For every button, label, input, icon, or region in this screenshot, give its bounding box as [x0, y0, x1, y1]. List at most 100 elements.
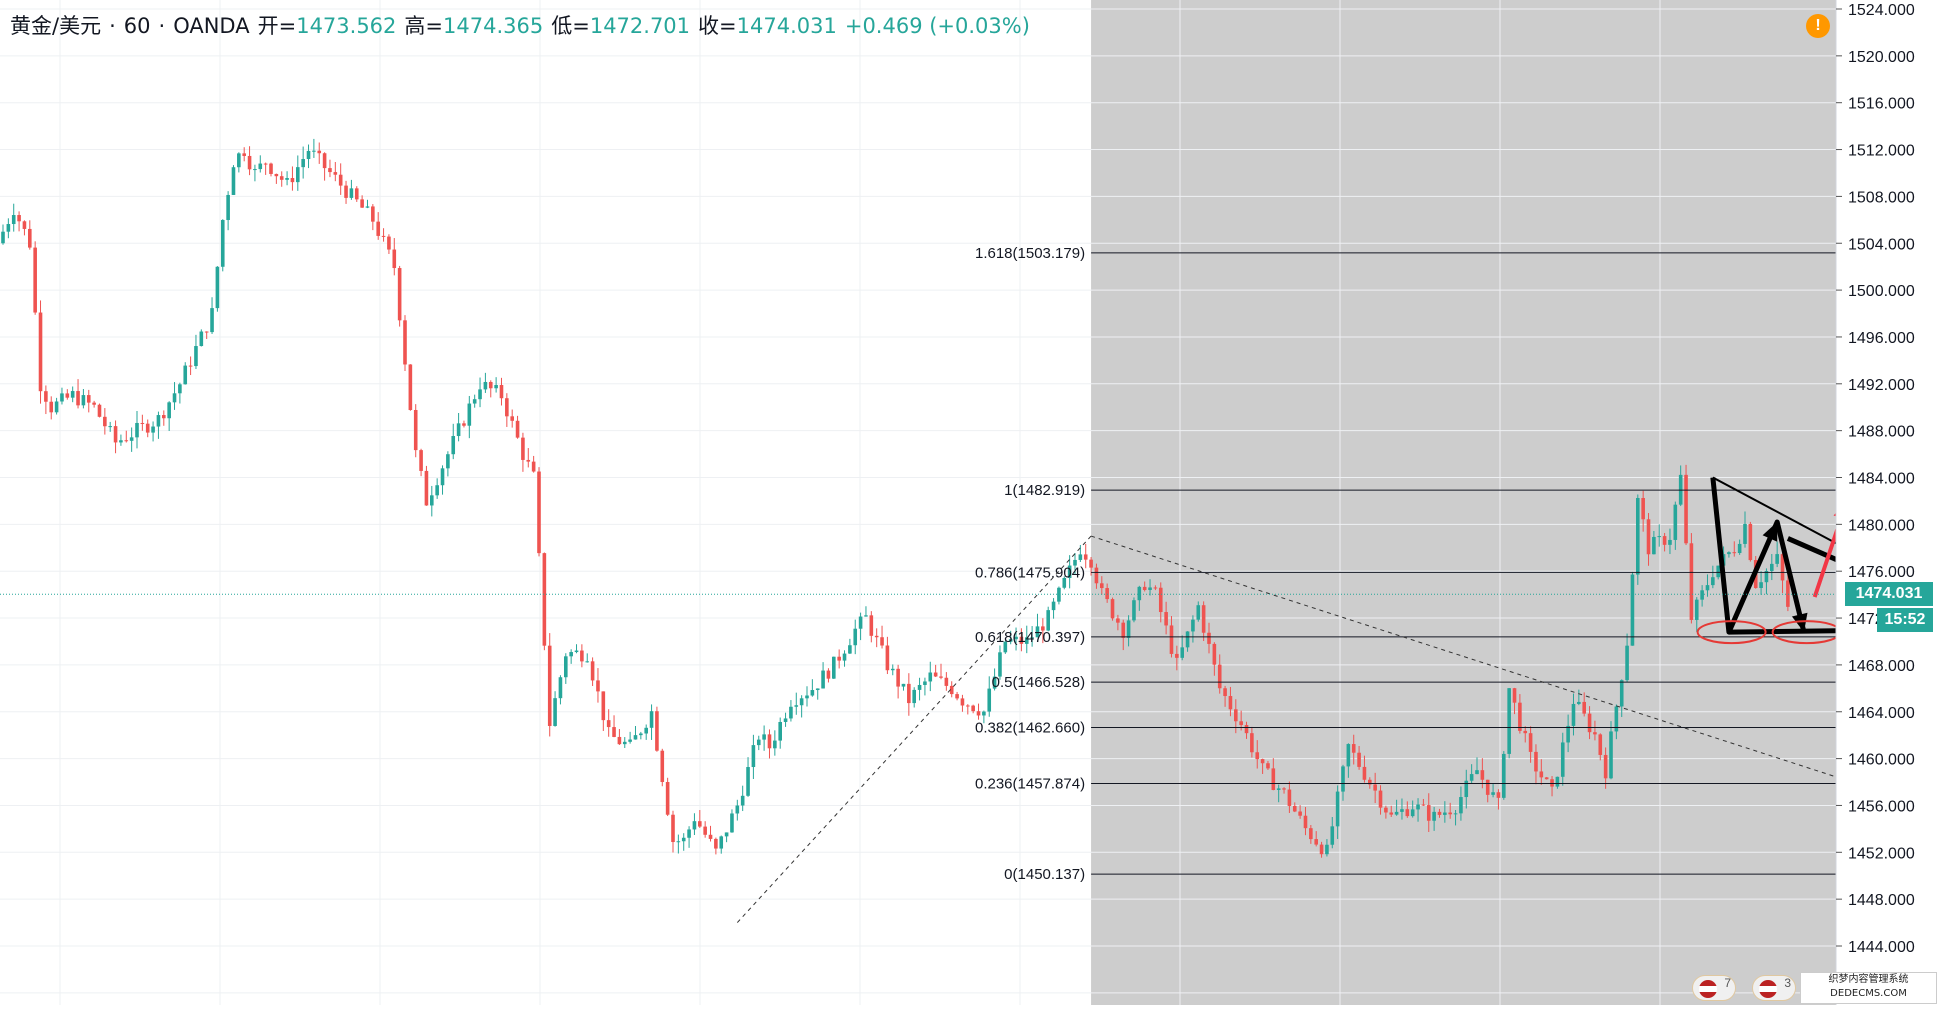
candle-body: [944, 677, 949, 686]
event-flag[interactable]: 3: [1752, 975, 1796, 1001]
price-tick-label: 1476.000: [1848, 564, 1915, 581]
event-flag[interactable]: 7: [1692, 975, 1736, 1001]
candle-body: [1073, 559, 1077, 566]
candle-body: [151, 426, 155, 433]
candle-body: [1014, 636, 1018, 640]
candle-body: [778, 721, 782, 741]
candle-body: [1362, 766, 1367, 780]
candle-body: [242, 153, 246, 156]
candle-body: [515, 420, 520, 438]
candle-body: [306, 150, 311, 160]
candle-body: [1110, 599, 1115, 619]
candle-body: [660, 750, 665, 783]
interval-label[interactable]: 60: [123, 14, 151, 38]
candle-body: [1276, 788, 1281, 790]
candle-body: [1217, 664, 1222, 689]
candle-body: [1775, 554, 1779, 564]
candle-body: [1126, 620, 1131, 638]
price-tick-label: 1504.000: [1848, 236, 1915, 253]
candle-body: [65, 393, 70, 398]
candle-body: [403, 320, 407, 365]
candle-body: [1560, 742, 1565, 777]
candle-body: [6, 224, 11, 232]
candle-body: [1555, 776, 1560, 787]
candle-body: [698, 821, 702, 827]
candle-body: [178, 384, 182, 394]
candle-body: [33, 247, 37, 313]
candle-body: [1689, 543, 1694, 620]
candle-body: [446, 454, 450, 469]
candle-body: [1469, 774, 1474, 781]
candle-body: [269, 163, 273, 174]
candle-body: [982, 711, 986, 716]
candle-body: [1512, 688, 1517, 703]
high-value: 1474.365: [443, 14, 544, 38]
candle-body: [869, 615, 874, 636]
candle-body: [735, 805, 740, 814]
candle-body: [1298, 811, 1302, 816]
candle-body: [547, 645, 552, 726]
price-tick-label: 1516.000: [1848, 96, 1915, 113]
candle-body: [1201, 605, 1206, 633]
candle-body: [590, 661, 595, 681]
candle-body: [703, 826, 707, 835]
candle-body: [1175, 653, 1179, 658]
candle-body: [655, 711, 659, 751]
candle-body: [1116, 618, 1120, 623]
symbol-name[interactable]: 黄金/美元: [10, 14, 102, 38]
candle-body: [1587, 713, 1592, 733]
candle-body: [1341, 766, 1345, 792]
candle-body: [483, 381, 488, 390]
candle-body: [569, 652, 573, 657]
candle-body: [215, 266, 220, 309]
candle-body: [28, 228, 32, 248]
candle-body: [1346, 744, 1351, 767]
candle-body: [1480, 770, 1485, 780]
low-label: 低=: [551, 14, 590, 38]
candle-body: [580, 650, 584, 662]
candle-body: [1518, 702, 1522, 731]
candle-body: [1636, 497, 1640, 575]
candle-body: [92, 402, 96, 405]
candle-body: [1609, 731, 1613, 779]
price-axis: [1836, 0, 1939, 1005]
candle-body: [381, 235, 386, 237]
candle-body: [354, 188, 359, 200]
candle-body: [188, 365, 193, 367]
candle-body: [183, 365, 188, 385]
candle-body: [1330, 826, 1335, 845]
candle-body: [472, 399, 477, 404]
candle-body: [1485, 779, 1490, 795]
fib-level-label: 0.5(1466.528): [992, 674, 1085, 691]
candle-body: [596, 680, 600, 692]
candle-body: [794, 705, 799, 707]
price-tick-label: 1512.000: [1848, 143, 1915, 160]
candle-body: [923, 681, 927, 685]
candle-body: [301, 159, 305, 168]
candle-body: [1132, 600, 1136, 621]
candle-body: [1024, 637, 1029, 644]
candle-body: [1727, 552, 1731, 555]
candle-body: [274, 173, 279, 177]
candle-body: [204, 331, 209, 333]
candle-body: [430, 495, 434, 506]
candle-body: [1743, 523, 1747, 544]
candle-body: [633, 735, 638, 740]
candle-body: [805, 695, 809, 699]
candle-body: [135, 422, 139, 438]
candle-body: [1389, 812, 1394, 815]
candle-body: [1700, 590, 1704, 600]
fib-level-label: 0(1450.137): [1004, 866, 1085, 883]
candle-body: [1378, 790, 1383, 808]
candle-body: [1652, 536, 1656, 555]
candle-body: [1764, 570, 1769, 583]
fib-level-label: 0.236(1457.874): [975, 776, 1085, 793]
candle-body: [424, 470, 429, 506]
candle-body: [317, 150, 322, 154]
candle-body: [365, 206, 370, 208]
alert-icon[interactable]: !: [1806, 14, 1830, 38]
candle-body: [510, 416, 514, 421]
candle-body: [558, 677, 563, 699]
